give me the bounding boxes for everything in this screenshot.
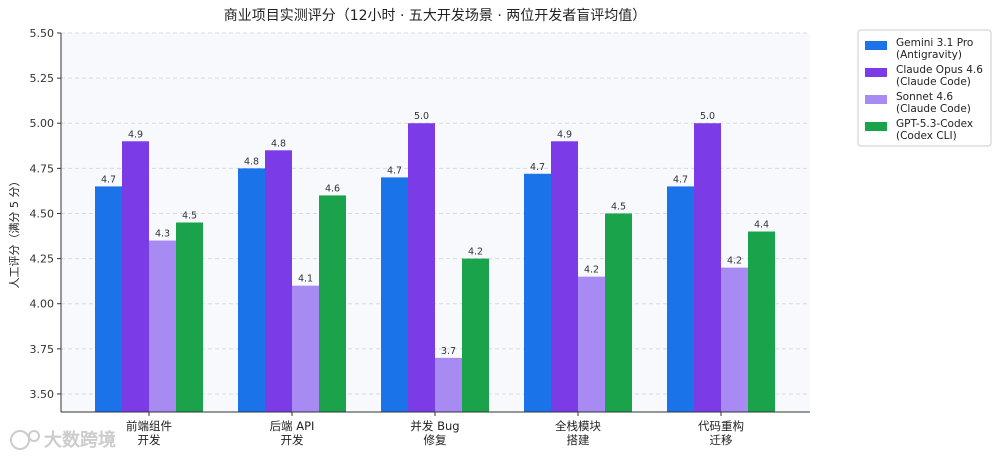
bar-value-label: 4.7 <box>673 174 688 185</box>
legend-label: GPT-5.3-Codex <box>896 118 973 130</box>
watermark-logo-icon <box>28 430 40 442</box>
bar-value-label: 4.4 <box>754 220 769 231</box>
legend-label: (Antigravity) <box>896 49 962 61</box>
bar <box>238 168 265 412</box>
legend-swatch <box>865 41 887 50</box>
bar <box>265 150 292 413</box>
bar <box>462 258 489 412</box>
bar-value-label: 4.5 <box>182 211 197 222</box>
bar <box>292 285 319 412</box>
bar <box>95 186 122 412</box>
bar-value-label: 4.8 <box>244 156 259 167</box>
bar <box>667 186 694 412</box>
chart-title: 商业项目实测评分（12小时 · 五大开发场景 · 两位开发者盲评均值） <box>224 7 647 24</box>
bar <box>524 173 551 412</box>
bar-value-label: 4.2 <box>584 265 599 276</box>
legend-label: Sonnet 4.6 <box>896 91 953 103</box>
y-tick-label: 4.00 <box>30 298 55 311</box>
bar-value-label: 4.7 <box>387 165 402 176</box>
bar <box>149 240 176 412</box>
watermark-logo-icon <box>10 430 30 450</box>
bar <box>122 141 149 413</box>
legend-label: (Claude Code) <box>896 103 971 115</box>
axes: 3.50 3.75 4.00 4.25 4.50 4.75 5.00 5.25 5.50 前端组件… <box>30 27 810 447</box>
bar <box>319 195 346 412</box>
x-tick-label: 修复 <box>424 433 447 447</box>
bar-value-label: 4.5 <box>611 201 626 212</box>
bar <box>176 222 203 412</box>
y-tick-label: 5.00 <box>30 117 55 130</box>
legend-swatch <box>865 95 887 104</box>
bars: 4.7 4.9 4.3 4.5 4.8 4.8 4.1 4.6 4.7 5.0 3.7 4.2 4.7 4… <box>95 111 775 413</box>
legend-label: Claude Opus 4.6 <box>896 64 983 76</box>
bar <box>578 276 605 412</box>
x-tick-label: 代码重构 <box>698 419 744 433</box>
watermark: 大数跨境 <box>10 429 116 451</box>
bar <box>605 213 632 412</box>
legend: Gemini 3.1 Pro(Antigravity) Claude Opus 4… <box>857 29 992 147</box>
bar <box>551 141 578 413</box>
bar-value-label: 4.1 <box>298 274 313 285</box>
bar <box>721 267 748 412</box>
bar-value-label: 4.2 <box>727 256 742 267</box>
x-tick-label: 后端 API <box>270 419 315 433</box>
legend-swatch <box>865 68 887 77</box>
legend-label: (Claude Code) <box>896 76 971 88</box>
watermark-text: 大数跨境 <box>44 429 116 451</box>
y-tick-label: 3.50 <box>30 388 55 401</box>
y-tick-label: 3.75 <box>30 343 55 356</box>
bar-value-label: 4.8 <box>271 138 286 149</box>
x-tick-label: 并发 Bug <box>410 419 459 433</box>
y-tick-label: 4.25 <box>30 253 55 266</box>
legend-box <box>857 29 992 147</box>
bar-value-label: 4.7 <box>101 174 116 185</box>
x-tick-label: 迁移 <box>710 433 733 447</box>
y-tick-label: 5.25 <box>30 72 55 85</box>
y-tick-label: 4.75 <box>30 162 55 175</box>
bar-value-label: 4.9 <box>557 129 572 140</box>
bar <box>748 231 775 412</box>
x-tick-label: 开发 <box>138 433 161 447</box>
x-tick-label: 全栈模块 <box>555 419 601 433</box>
bar <box>408 123 435 412</box>
bar-value-label: 4.6 <box>325 183 340 194</box>
bar <box>694 123 721 412</box>
bar-value-label: 4.7 <box>530 162 545 173</box>
y-axis-label: 人工评分（满分 5 分） <box>8 176 21 289</box>
bar-value-label: 3.7 <box>441 346 456 357</box>
y-tick-label: 5.50 <box>30 27 55 40</box>
x-tick-label: 开发 <box>281 433 304 447</box>
bar-value-label: 5.0 <box>414 111 429 122</box>
legend-label: (Codex CLI) <box>896 130 957 142</box>
legend-label: Gemini 3.1 Pro <box>896 37 973 49</box>
y-tick-label: 4.50 <box>30 207 55 220</box>
bar <box>435 357 462 412</box>
bar-value-label: 4.3 <box>155 229 170 240</box>
x-tick-label: 前端组件 <box>126 419 172 433</box>
bar-value-label: 4.2 <box>468 247 483 258</box>
bar <box>381 177 408 412</box>
bar-value-label: 5.0 <box>700 111 715 122</box>
bar-value-label: 4.9 <box>128 129 143 140</box>
legend-swatch <box>865 122 887 131</box>
x-tick-label: 搭建 <box>567 433 590 447</box>
